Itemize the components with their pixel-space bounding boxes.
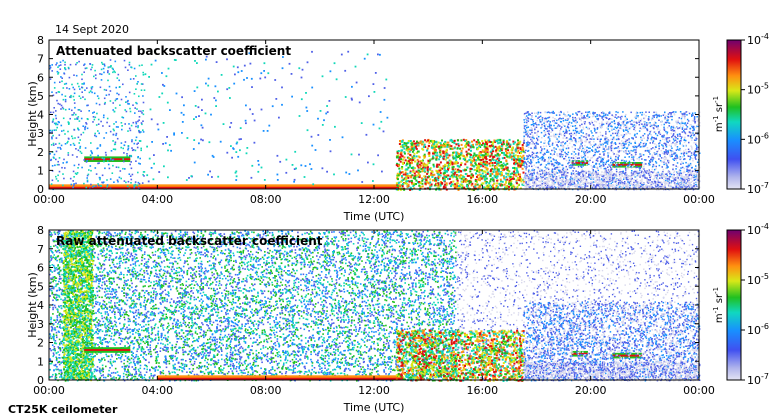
raw-backscatter-marks bbox=[49, 230, 701, 382]
x-tick-label: 00:00 bbox=[683, 384, 715, 397]
cloud-layer bbox=[612, 352, 643, 359]
backscatter-region bbox=[523, 301, 701, 382]
colorbar-gradient bbox=[726, 39, 742, 190]
x-tick-label: 20:00 bbox=[575, 193, 607, 206]
x-tick-label: 12:00 bbox=[358, 384, 390, 397]
cloud-layer bbox=[571, 160, 588, 166]
x-axis-ticks: 00:00 04:00 08:00 12:00 16:00 20:00 00:00 bbox=[33, 230, 715, 397]
backscatter-region bbox=[395, 329, 525, 382]
date-label: 14 Sept 2020 bbox=[55, 23, 129, 36]
y-tick-label: 3 bbox=[37, 127, 44, 140]
backscatter-region bbox=[49, 59, 146, 191]
y-tick-label: 1 bbox=[37, 355, 44, 368]
colorbar-unit: m-1 sr-1 bbox=[712, 96, 725, 132]
y-tick-label: 2 bbox=[37, 146, 44, 159]
colorbar-unit: m-1 sr-1 bbox=[712, 287, 725, 323]
colorbar-gradient bbox=[726, 229, 742, 381]
backscatter-region bbox=[523, 170, 701, 191]
x-tick-label: 00:00 bbox=[33, 384, 65, 397]
backscatter-region bbox=[144, 50, 389, 186]
backscatter-region bbox=[62, 230, 95, 382]
colorbar-tick-label: 10-7 bbox=[747, 181, 769, 196]
colorbar-ticks: 10-4 10-5 10-6 10-7 bbox=[741, 32, 769, 196]
colorbar-ticks: 10-4 10-5 10-6 10-7 bbox=[741, 222, 769, 387]
backscatter-marks bbox=[49, 50, 701, 191]
colorbar-tick-label: 10-4 bbox=[747, 32, 769, 47]
colorbar-tick-label: 10-5 bbox=[747, 82, 769, 97]
y-axis-ticks: 0 1 2 3 4 5 6 7 8 bbox=[37, 224, 699, 387]
y-tick-label: 7 bbox=[37, 53, 44, 66]
surface-layer bbox=[157, 375, 402, 380]
x-tick-label: 04:00 bbox=[141, 384, 173, 397]
y-tick-label: 8 bbox=[37, 34, 44, 47]
colorbar-tick-label: 10-5 bbox=[747, 272, 769, 287]
surface-layer bbox=[49, 184, 402, 189]
y-tick-label: 6 bbox=[37, 262, 44, 275]
x-tick-label: 12:00 bbox=[358, 193, 390, 206]
y-tick-label: 2 bbox=[37, 337, 44, 350]
y-tick-label: 0 bbox=[37, 183, 44, 196]
cloud-layer bbox=[84, 347, 131, 353]
y-tick-label: 4 bbox=[37, 109, 44, 122]
y-tick-label: 5 bbox=[37, 90, 44, 103]
y-axis-ticks: 0 1 2 3 4 5 6 7 8 bbox=[37, 34, 699, 196]
x-axis-label: Time (UTC) bbox=[343, 210, 405, 223]
cloud-layer bbox=[84, 156, 131, 162]
y-tick-label: 5 bbox=[37, 280, 44, 293]
y-tick-label: 6 bbox=[37, 71, 44, 84]
colorbar-tick-label: 10-6 bbox=[747, 131, 769, 146]
x-tick-label: 08:00 bbox=[250, 384, 282, 397]
colorbar-tick-label: 10-6 bbox=[747, 322, 769, 337]
y-axis-label: Height (km) bbox=[26, 81, 39, 147]
y-tick-label: 0 bbox=[37, 374, 44, 387]
x-tick-label: 00:00 bbox=[33, 193, 65, 206]
colorbar-tick-label: 10-7 bbox=[747, 372, 769, 387]
y-tick-label: 4 bbox=[37, 299, 44, 312]
y-tick-label: 3 bbox=[37, 318, 44, 331]
x-tick-label: 20:00 bbox=[575, 384, 607, 397]
panel-title: Raw attenuated backscatter coefficient bbox=[56, 234, 323, 248]
instrument-label: CT25K ceilometer bbox=[8, 403, 118, 416]
backscatter-region bbox=[523, 361, 701, 382]
y-axis-label: Height (km) bbox=[26, 272, 39, 338]
x-axis-ticks: 00:00 04:00 08:00 12:00 16:00 20:00 00:00 bbox=[33, 40, 715, 206]
x-tick-label: 16:00 bbox=[466, 193, 498, 206]
y-tick-label: 8 bbox=[37, 224, 44, 237]
cloud-layer bbox=[612, 161, 643, 168]
panel-raw-attenuated-backscatter: 00:00 04:00 08:00 12:00 16:00 20:00 00:00 0 1 2 3… bbox=[26, 222, 769, 414]
colorbar: 10-4 10-5 10-6 10-7 m-1 sr-1 bbox=[712, 222, 769, 387]
y-tick-label: 7 bbox=[37, 243, 44, 256]
x-tick-label: 08:00 bbox=[250, 193, 282, 206]
x-axis-label: Time (UTC) bbox=[343, 401, 405, 414]
y-tick-label: 1 bbox=[37, 164, 44, 177]
panel-title: Attenuated backscatter coefficient bbox=[56, 44, 291, 58]
x-tick-label: 00:00 bbox=[683, 193, 715, 206]
colorbar: 10-4 10-5 10-6 10-7 m-1 sr-1 bbox=[712, 32, 769, 196]
x-tick-label: 16:00 bbox=[466, 384, 498, 397]
cloud-layer bbox=[571, 350, 588, 357]
x-tick-label: 04:00 bbox=[141, 193, 173, 206]
panel-attenuated-backscatter: 00:00 04:00 08:00 12:00 16:00 20:00 00:00 0 1 2 3… bbox=[26, 32, 769, 223]
colorbar-tick-label: 10-4 bbox=[747, 222, 769, 237]
